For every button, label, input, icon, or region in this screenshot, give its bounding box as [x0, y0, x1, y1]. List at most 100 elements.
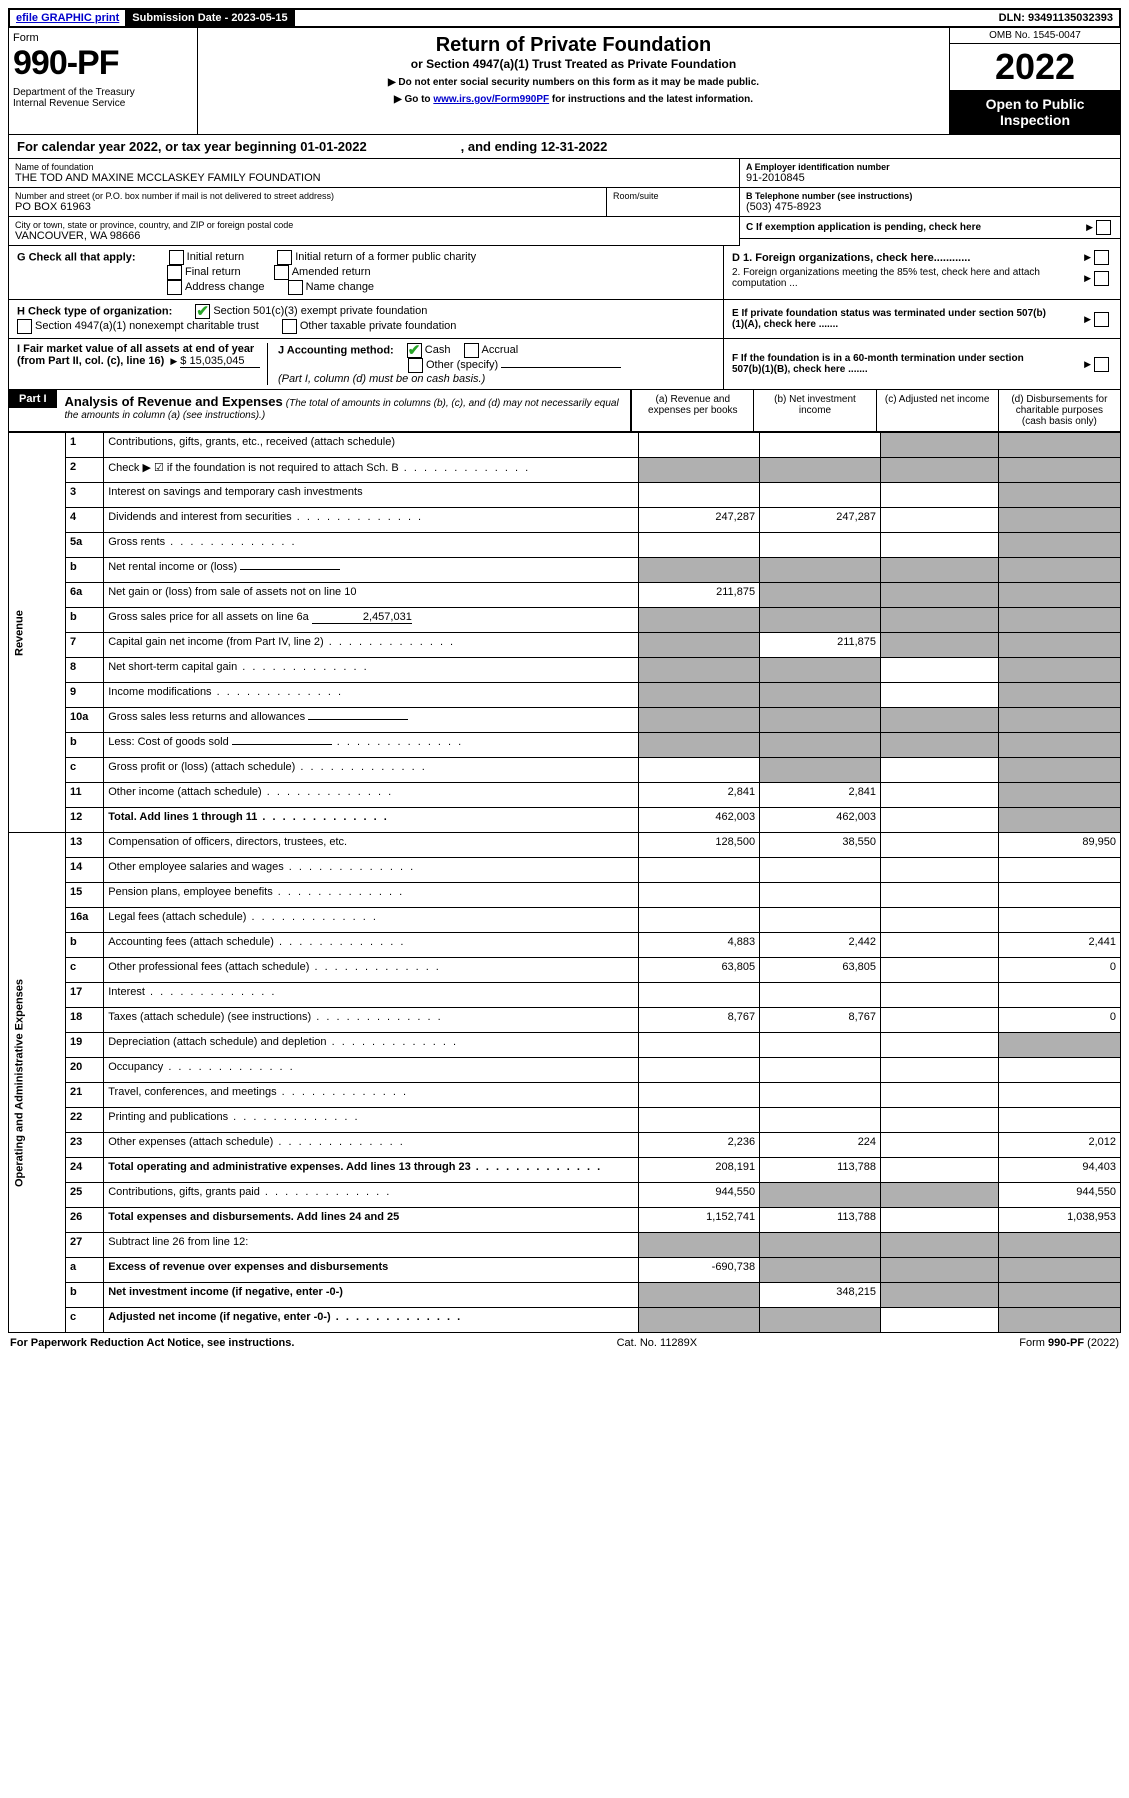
chk-initial-former[interactable]: [277, 250, 292, 265]
table-row: cAdjusted net income (if negative, enter…: [9, 1308, 1121, 1333]
foundation-name: THE TOD AND MAXINE MCCLASKEY FAMILY FOUN…: [15, 172, 733, 184]
side-label: Revenue: [9, 433, 66, 833]
table-row: 27Subtract line 26 from line 12:: [9, 1233, 1121, 1258]
table-row: cOther professional fees (attach schedul…: [9, 958, 1121, 983]
page-footer: For Paperwork Reduction Act Notice, see …: [8, 1333, 1121, 1349]
chk-f[interactable]: [1094, 357, 1109, 372]
part1-label: Part I: [9, 390, 57, 408]
chk-cash[interactable]: [407, 343, 422, 358]
table-row: bGross sales price for all assets on lin…: [9, 608, 1121, 633]
table-row: 26Total expenses and disbursements. Add …: [9, 1208, 1121, 1233]
instr-goto: ▶ Go to www.irs.gov/Form990PF for instru…: [204, 94, 943, 105]
table-row: Operating and Administrative Expenses13C…: [9, 833, 1121, 858]
pending-checkbox[interactable]: [1096, 220, 1111, 235]
form-label: Form: [13, 32, 193, 44]
table-row: bNet rental income or (loss): [9, 558, 1121, 583]
table-row: 3Interest on savings and temporary cash …: [9, 483, 1121, 508]
city-label: City or town, state or province, country…: [15, 220, 733, 230]
table-row: 17Interest: [9, 983, 1121, 1008]
table-row: 12Total. Add lines 1 through 11462,00346…: [9, 808, 1121, 833]
paperwork-notice: For Paperwork Reduction Act Notice, see …: [10, 1337, 294, 1349]
chk-accrual[interactable]: [464, 343, 479, 358]
chk-address[interactable]: [167, 280, 182, 295]
d1-label: D 1. Foreign organizations, check here..…: [732, 252, 970, 264]
col-b-hdr: (b) Net investment income: [753, 390, 875, 431]
table-row: 24Total operating and administrative exp…: [9, 1158, 1121, 1183]
chk-other-method[interactable]: [408, 358, 423, 373]
section-g-d: G Check all that apply: Initial return I…: [8, 246, 1121, 300]
table-row: 21Travel, conferences, and meetings: [9, 1083, 1121, 1108]
table-row: 25Contributions, gifts, grants paid944,5…: [9, 1183, 1121, 1208]
d2-label: 2. Foreign organizations meeting the 85%…: [732, 267, 1042, 289]
h-label: H Check type of organization:: [17, 305, 172, 317]
room-label: Room/suite: [613, 191, 733, 201]
table-row: 22Printing and publications: [9, 1108, 1121, 1133]
form-title: Return of Private Foundation: [204, 34, 943, 57]
part1-header: Part I Analysis of Revenue and Expenses …: [8, 390, 1121, 432]
chk-initial[interactable]: [169, 250, 184, 265]
table-row: 19Depreciation (attach schedule) and dep…: [9, 1033, 1121, 1058]
chk-final[interactable]: [167, 265, 182, 280]
col-d-hdr: (d) Disbursements for charitable purpose…: [998, 390, 1120, 431]
table-row: bAccounting fees (attach schedule)4,8832…: [9, 933, 1121, 958]
table-row: 5aGross rents: [9, 533, 1121, 558]
table-row: 7Capital gain net income (from Part IV, …: [9, 633, 1121, 658]
calendar-year-row: For calendar year 2022, or tax year begi…: [8, 135, 1121, 159]
f-label: F If the foundation is in a 60-month ter…: [732, 353, 1052, 375]
section-i-j-f: I Fair market value of all assets at end…: [8, 339, 1121, 390]
tel-value: (503) 475-8923: [746, 201, 1114, 213]
side-label: Operating and Administrative Expenses: [9, 833, 66, 1333]
table-row: bLess: Cost of goods sold: [9, 733, 1121, 758]
j-note: (Part I, column (d) must be on cash basi…: [278, 373, 485, 385]
instr-no-ssn: ▶ Do not enter social security numbers o…: [204, 77, 943, 88]
table-row: 6aNet gain or (loss) from sale of assets…: [9, 583, 1121, 608]
cat-no: Cat. No. 11289X: [617, 1337, 698, 1349]
i-value: $ 15,035,045: [180, 355, 260, 368]
e-label: E If private foundation status was termi…: [732, 308, 1052, 330]
top-bar: efile GRAPHIC print Submission Date - 20…: [8, 8, 1121, 28]
table-row: 16aLegal fees (attach schedule): [9, 908, 1121, 933]
table-row: 11Other income (attach schedule)2,8412,8…: [9, 783, 1121, 808]
table-row: 20Occupancy: [9, 1058, 1121, 1083]
form-number: 990-PF: [13, 44, 193, 83]
form-footer: Form 990-PF (2022): [1019, 1337, 1119, 1349]
table-row: 9Income modifications: [9, 683, 1121, 708]
table-row: 2Check ▶ ☑ if the foundation is not requ…: [9, 458, 1121, 483]
chk-amended[interactable]: [274, 265, 289, 280]
table-row: 18Taxes (attach schedule) (see instructi…: [9, 1008, 1121, 1033]
name-label: Name of foundation: [15, 162, 733, 172]
table-row: bNet investment income (if negative, ent…: [9, 1283, 1121, 1308]
table-row: Revenue1Contributions, gifts, grants, et…: [9, 433, 1121, 458]
pending-label: C If exemption application is pending, c…: [746, 222, 981, 233]
part1-title: Analysis of Revenue and Expenses: [65, 394, 283, 409]
table-row: 4Dividends and interest from securities2…: [9, 508, 1121, 533]
chk-501c3[interactable]: [195, 304, 210, 319]
open-to-public: Open to Public Inspection: [950, 90, 1120, 134]
chk-d2[interactable]: [1094, 271, 1109, 286]
chk-e[interactable]: [1094, 312, 1109, 327]
chk-4947[interactable]: [17, 319, 32, 334]
ein-label: A Employer identification number: [746, 162, 1114, 172]
chk-d1[interactable]: [1094, 250, 1109, 265]
table-row: cGross profit or (loss) (attach schedule…: [9, 758, 1121, 783]
chk-name-change[interactable]: [288, 280, 303, 295]
table-row: 8Net short-term capital gain: [9, 658, 1121, 683]
table-row: 10aGross sales less returns and allowanc…: [9, 708, 1121, 733]
chk-other-taxable[interactable]: [282, 319, 297, 334]
submission-date: Submission Date - 2023-05-15: [126, 10, 294, 26]
j-label: J Accounting method:: [278, 344, 394, 356]
irs-link[interactable]: www.irs.gov/Form990PF: [433, 94, 549, 105]
col-a-hdr: (a) Revenue and expenses per books: [631, 390, 753, 431]
table-row: 15Pension plans, employee benefits: [9, 883, 1121, 908]
efile-print[interactable]: efile GRAPHIC print: [10, 10, 126, 26]
city-value: VANCOUVER, WA 98666: [15, 230, 733, 242]
ein-value: 91-2010845: [746, 172, 1114, 184]
street-value: PO BOX 61963: [15, 201, 600, 213]
treasury-dept: Department of the Treasury Internal Reve…: [13, 87, 193, 109]
part1-table: Revenue1Contributions, gifts, grants, et…: [8, 432, 1121, 1333]
form-header: Form 990-PF Department of the Treasury I…: [8, 28, 1121, 135]
section-h-e: H Check type of organization: Section 50…: [8, 300, 1121, 339]
street-label: Number and street (or P.O. box number if…: [15, 191, 600, 201]
table-row: 23Other expenses (attach schedule)2,2362…: [9, 1133, 1121, 1158]
col-c-hdr: (c) Adjusted net income: [876, 390, 998, 431]
